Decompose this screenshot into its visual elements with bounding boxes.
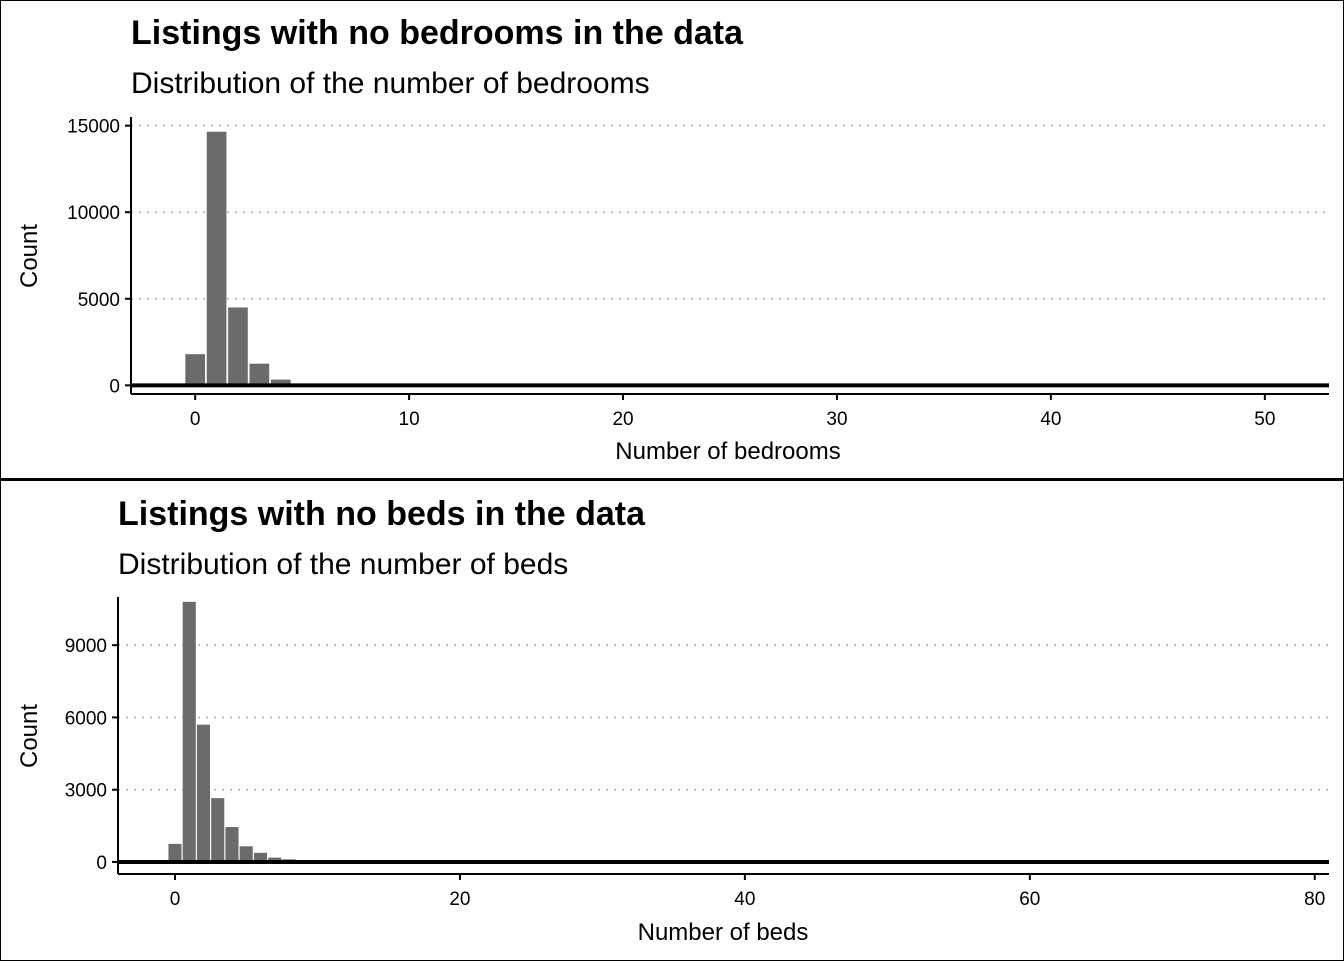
plot-area: 0 3000 6000 9000 0 20 40 60 80 [65,597,1329,910]
x-tick-label: 50 [1254,409,1275,430]
x-tick-label: 0 [190,409,201,430]
x-tick-label: 20 [612,409,633,430]
chart-subtitle: Distribution of the number of beds [118,548,568,581]
histogram-bar [183,602,196,862]
histogram-bar [240,846,253,862]
histogram-bar [197,725,210,862]
x-axis-title: Number of beds [638,919,809,946]
histogram-bar [225,827,238,862]
bedrooms-histogram: Listings with no bedrooms in the data Di… [1,1,1343,478]
x-tick-label: 80 [1304,889,1325,910]
y-tick-label: 5000 [78,290,120,311]
y-tick-label: 0 [96,853,107,874]
y-tick-label: 15000 [67,117,120,138]
chart-subtitle: Distribution of the number of bedrooms [131,67,650,100]
histogram-bar [207,132,227,386]
y-tick-label: 0 [109,376,120,397]
histogram-bar [250,364,270,386]
x-tick-label: 40 [1040,409,1061,430]
x-axis-title: Number of bedrooms [615,438,840,465]
y-tick-label: 3000 [65,781,107,802]
x-tick-label: 0 [170,889,181,910]
chart-title: Listings with no beds in the data [118,495,646,533]
x-tick-label: 40 [734,889,755,910]
chart-title: Listings with no bedrooms in the data [131,14,744,52]
y-tick-label: 6000 [65,708,107,729]
chart-panel-beds: Listings with no beds in the data Distri… [0,479,1344,961]
beds-histogram: Listings with no beds in the data Distri… [1,481,1343,960]
histogram-bar [211,798,224,862]
histogram-bar [185,354,205,385]
x-tick-label: 10 [399,409,420,430]
y-axis-title: Count [16,704,43,768]
y-tick-label: 10000 [67,203,120,224]
plot-area: 0 5000 10000 15000 0 10 20 30 40 50 [67,117,1329,430]
x-tick-label: 60 [1019,889,1040,910]
y-tick-label: 9000 [65,636,107,657]
y-axis-title: Count [16,224,43,288]
x-tick-label: 20 [449,889,470,910]
x-tick-label: 30 [826,409,847,430]
chart-panel-bedrooms: Listings with no bedrooms in the data Di… [0,0,1344,479]
histogram-bar [168,844,181,862]
histogram-bar [228,307,248,385]
